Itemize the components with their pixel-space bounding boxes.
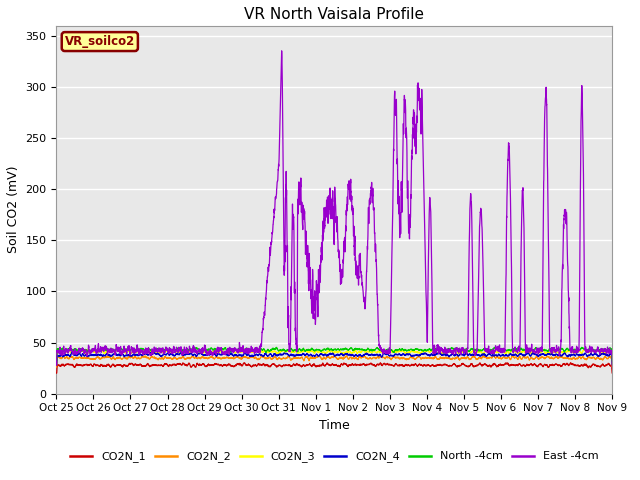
- X-axis label: Time: Time: [319, 419, 350, 432]
- Title: VR North Vaisala Profile: VR North Vaisala Profile: [244, 7, 424, 22]
- Legend: CO2N_1, CO2N_2, CO2N_3, CO2N_4, North -4cm, East -4cm: CO2N_1, CO2N_2, CO2N_3, CO2N_4, North -4…: [66, 447, 603, 467]
- Text: VR_soilco2: VR_soilco2: [65, 35, 135, 48]
- Y-axis label: Soil CO2 (mV): Soil CO2 (mV): [7, 166, 20, 253]
